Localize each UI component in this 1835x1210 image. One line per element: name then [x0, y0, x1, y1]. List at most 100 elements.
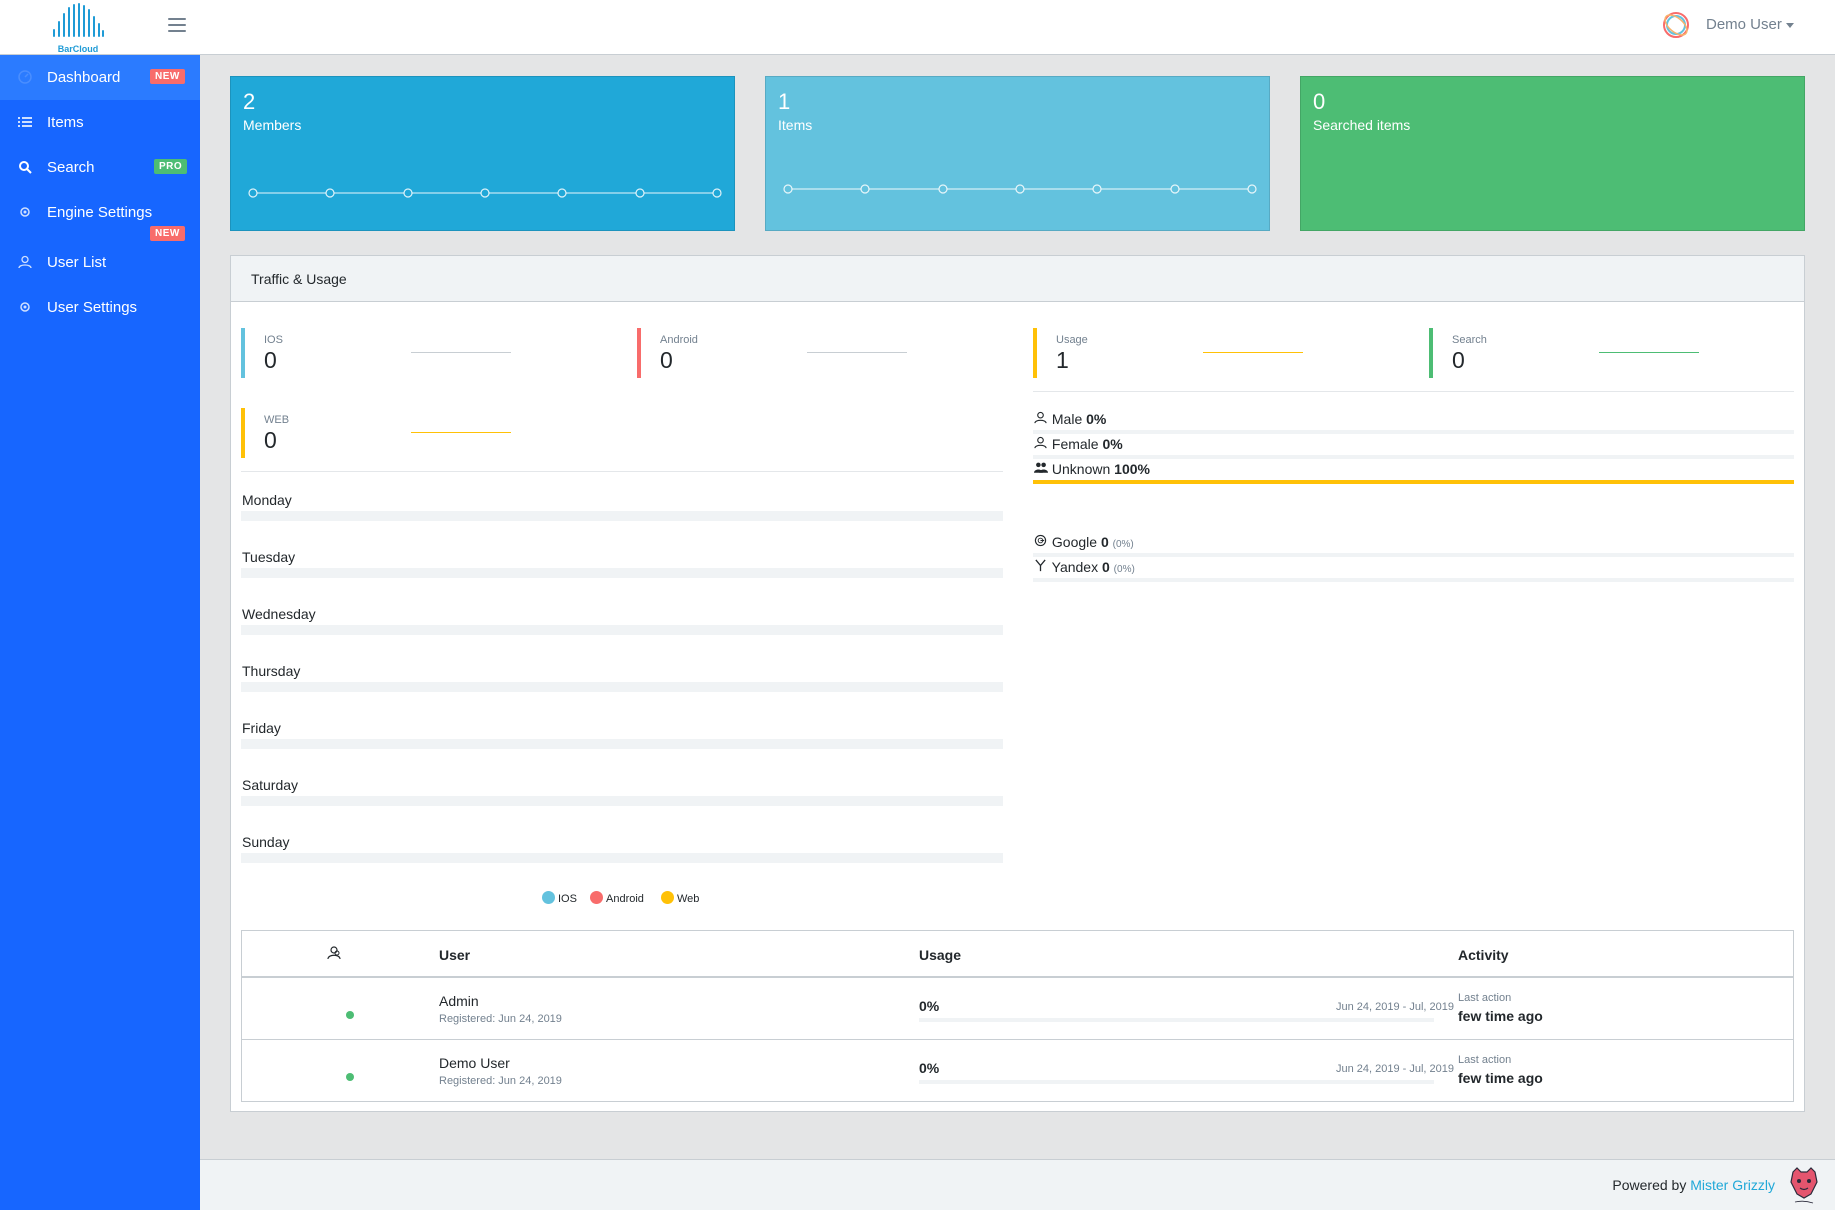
users-table: User Usage Activity Admin Registered: Ju…	[241, 930, 1794, 1102]
divider	[1033, 391, 1794, 392]
sidebar-item-items[interactable]: Items	[0, 100, 200, 145]
engine-google: Google 0 (0%)	[1033, 534, 1134, 550]
stat-value: 0	[1313, 89, 1326, 114]
usage-percent: 0%	[919, 998, 940, 1014]
callout-label: Search	[1452, 334, 1487, 346]
callout-label: Android	[660, 334, 698, 346]
column-header-activity[interactable]: Activity	[1458, 947, 1509, 963]
callout-web: WEB 0	[241, 408, 621, 458]
callout-value: 0	[660, 347, 673, 373]
stat-card-searched-items: 0 Searched items	[1300, 76, 1805, 231]
people-icon	[327, 945, 343, 964]
gender-progress-fill	[1033, 480, 1794, 484]
day-label: Saturday	[242, 777, 299, 793]
callout-value: 0	[1452, 347, 1465, 373]
callout-android: Android 0	[637, 328, 1017, 378]
day-progress	[241, 625, 1003, 635]
table-header-border	[242, 976, 1793, 978]
stat-value: 2	[243, 89, 256, 114]
sidebar-item-label: Items	[47, 114, 84, 131]
engine-progress-google	[1033, 553, 1794, 557]
stat-value: 1	[778, 89, 791, 114]
barcloud-logo[interactable]: BarCloud	[50, 2, 106, 54]
callout-sparkline	[1599, 352, 1699, 353]
callout-sparkline	[1203, 352, 1303, 353]
callout-value: 0	[264, 427, 277, 453]
engine-progress-yandex	[1033, 578, 1794, 582]
sidebar-item-engine-settings[interactable]: Engine Settings NEW	[0, 190, 200, 241]
magnifier-icon	[18, 160, 32, 174]
card-header: Traffic & Usage	[231, 256, 1804, 302]
user-registered: Registered: Jun 24, 2019	[439, 1075, 562, 1087]
new-badge: NEW	[150, 69, 185, 84]
callout-sparkline	[807, 352, 907, 353]
usage-progress	[919, 1080, 1434, 1084]
day-progress	[241, 796, 1003, 806]
yandex-icon	[1033, 559, 1048, 575]
app-header: BarCloud Demo User	[0, 0, 1835, 55]
barcloud-logo-icon	[53, 3, 104, 37]
day-label: Monday	[242, 492, 292, 508]
engine-label: Yandex	[1051, 559, 1099, 575]
last-action-value: few time ago	[1458, 1008, 1543, 1024]
engine-value: 0	[1100, 534, 1109, 550]
engine-yandex: Yandex 0 (0%)	[1033, 559, 1135, 575]
gender-male: Male 0%	[1033, 411, 1106, 427]
column-header-user[interactable]: User	[439, 947, 471, 963]
gender-progress-female	[1033, 455, 1794, 459]
gender-progress-unknown	[1033, 480, 1794, 484]
column-header-usage[interactable]: Usage	[919, 947, 962, 963]
usage-date-range: Jun 24, 2019 - Jul, 2019	[1335, 1001, 1454, 1013]
stat-label: Items	[778, 117, 813, 133]
sidebar-item-user-settings[interactable]: User Settings	[0, 285, 200, 330]
last-action-label: Last action	[1458, 992, 1512, 1004]
footer-text: Powered by Mister Grizzly	[1612, 1177, 1775, 1193]
last-action-label: Last action	[1458, 1054, 1512, 1066]
footer-prefix: Powered by	[1612, 1177, 1687, 1193]
sidebar: Dashboard NEW Items Search PRO Engine Se…	[0, 55, 200, 1210]
gender-progress-male	[1033, 430, 1794, 434]
user-female-icon	[1033, 436, 1048, 452]
gender-unknown: Unknown 100%	[1033, 461, 1150, 477]
ring-avatar-icon[interactable]	[1660, 9, 1692, 41]
traffic-usage-card: Traffic & Usage IOS 0 Android 0 Usage 1 …	[230, 255, 1805, 1112]
day-label: Tuesday	[242, 549, 296, 565]
day-label: Thursday	[242, 663, 301, 679]
sidebar-item-dashboard[interactable]: Dashboard NEW	[0, 55, 200, 100]
google-icon	[1033, 534, 1048, 550]
sidebar-item-user-list[interactable]: User List	[0, 240, 200, 285]
gender-label: Male	[1051, 411, 1083, 427]
hamburger-icon[interactable]	[168, 18, 186, 34]
gender-female: Female 0%	[1033, 436, 1123, 452]
day-progress	[241, 568, 1003, 578]
legend-dot	[661, 891, 674, 904]
legend-label: Web	[677, 893, 700, 905]
gender-value: 100%	[1114, 461, 1150, 477]
user-name: Admin	[439, 993, 479, 1009]
user-name: Demo User	[439, 1055, 510, 1071]
footer-link-mister-grizzly[interactable]: Mister Grizzly	[1690, 1177, 1775, 1193]
user-menu-toggle[interactable]: Demo User	[1706, 16, 1794, 33]
callout-value: 1	[1056, 347, 1069, 373]
legend-label: IOS	[558, 893, 577, 905]
list-icon	[18, 115, 32, 129]
sidebar-item-search[interactable]: Search PRO	[0, 145, 200, 190]
engine-percent: (0%)	[1112, 539, 1134, 550]
stat-card-items: 1 Items	[765, 76, 1270, 231]
user-icon	[1033, 411, 1048, 427]
gear-icon	[18, 205, 32, 219]
sparkline-chart	[248, 188, 722, 198]
online-status-dot	[346, 1011, 354, 1019]
user-icon	[18, 255, 32, 269]
legend-android: Android	[590, 891, 644, 905]
sidebar-item-label: Search	[47, 159, 95, 176]
engine-label: Google	[1051, 534, 1098, 550]
users-icon	[1033, 461, 1048, 477]
usage-percent: 0%	[919, 1060, 940, 1076]
usage-date-range: Jun 24, 2019 - Jul, 2019	[1335, 1063, 1454, 1075]
sidebar-item-label: User List	[47, 254, 107, 271]
day-progress	[241, 739, 1003, 749]
gear-icon	[18, 300, 32, 314]
callout-search: Search 0	[1429, 328, 1789, 378]
gender-label: Unknown	[1051, 461, 1111, 477]
